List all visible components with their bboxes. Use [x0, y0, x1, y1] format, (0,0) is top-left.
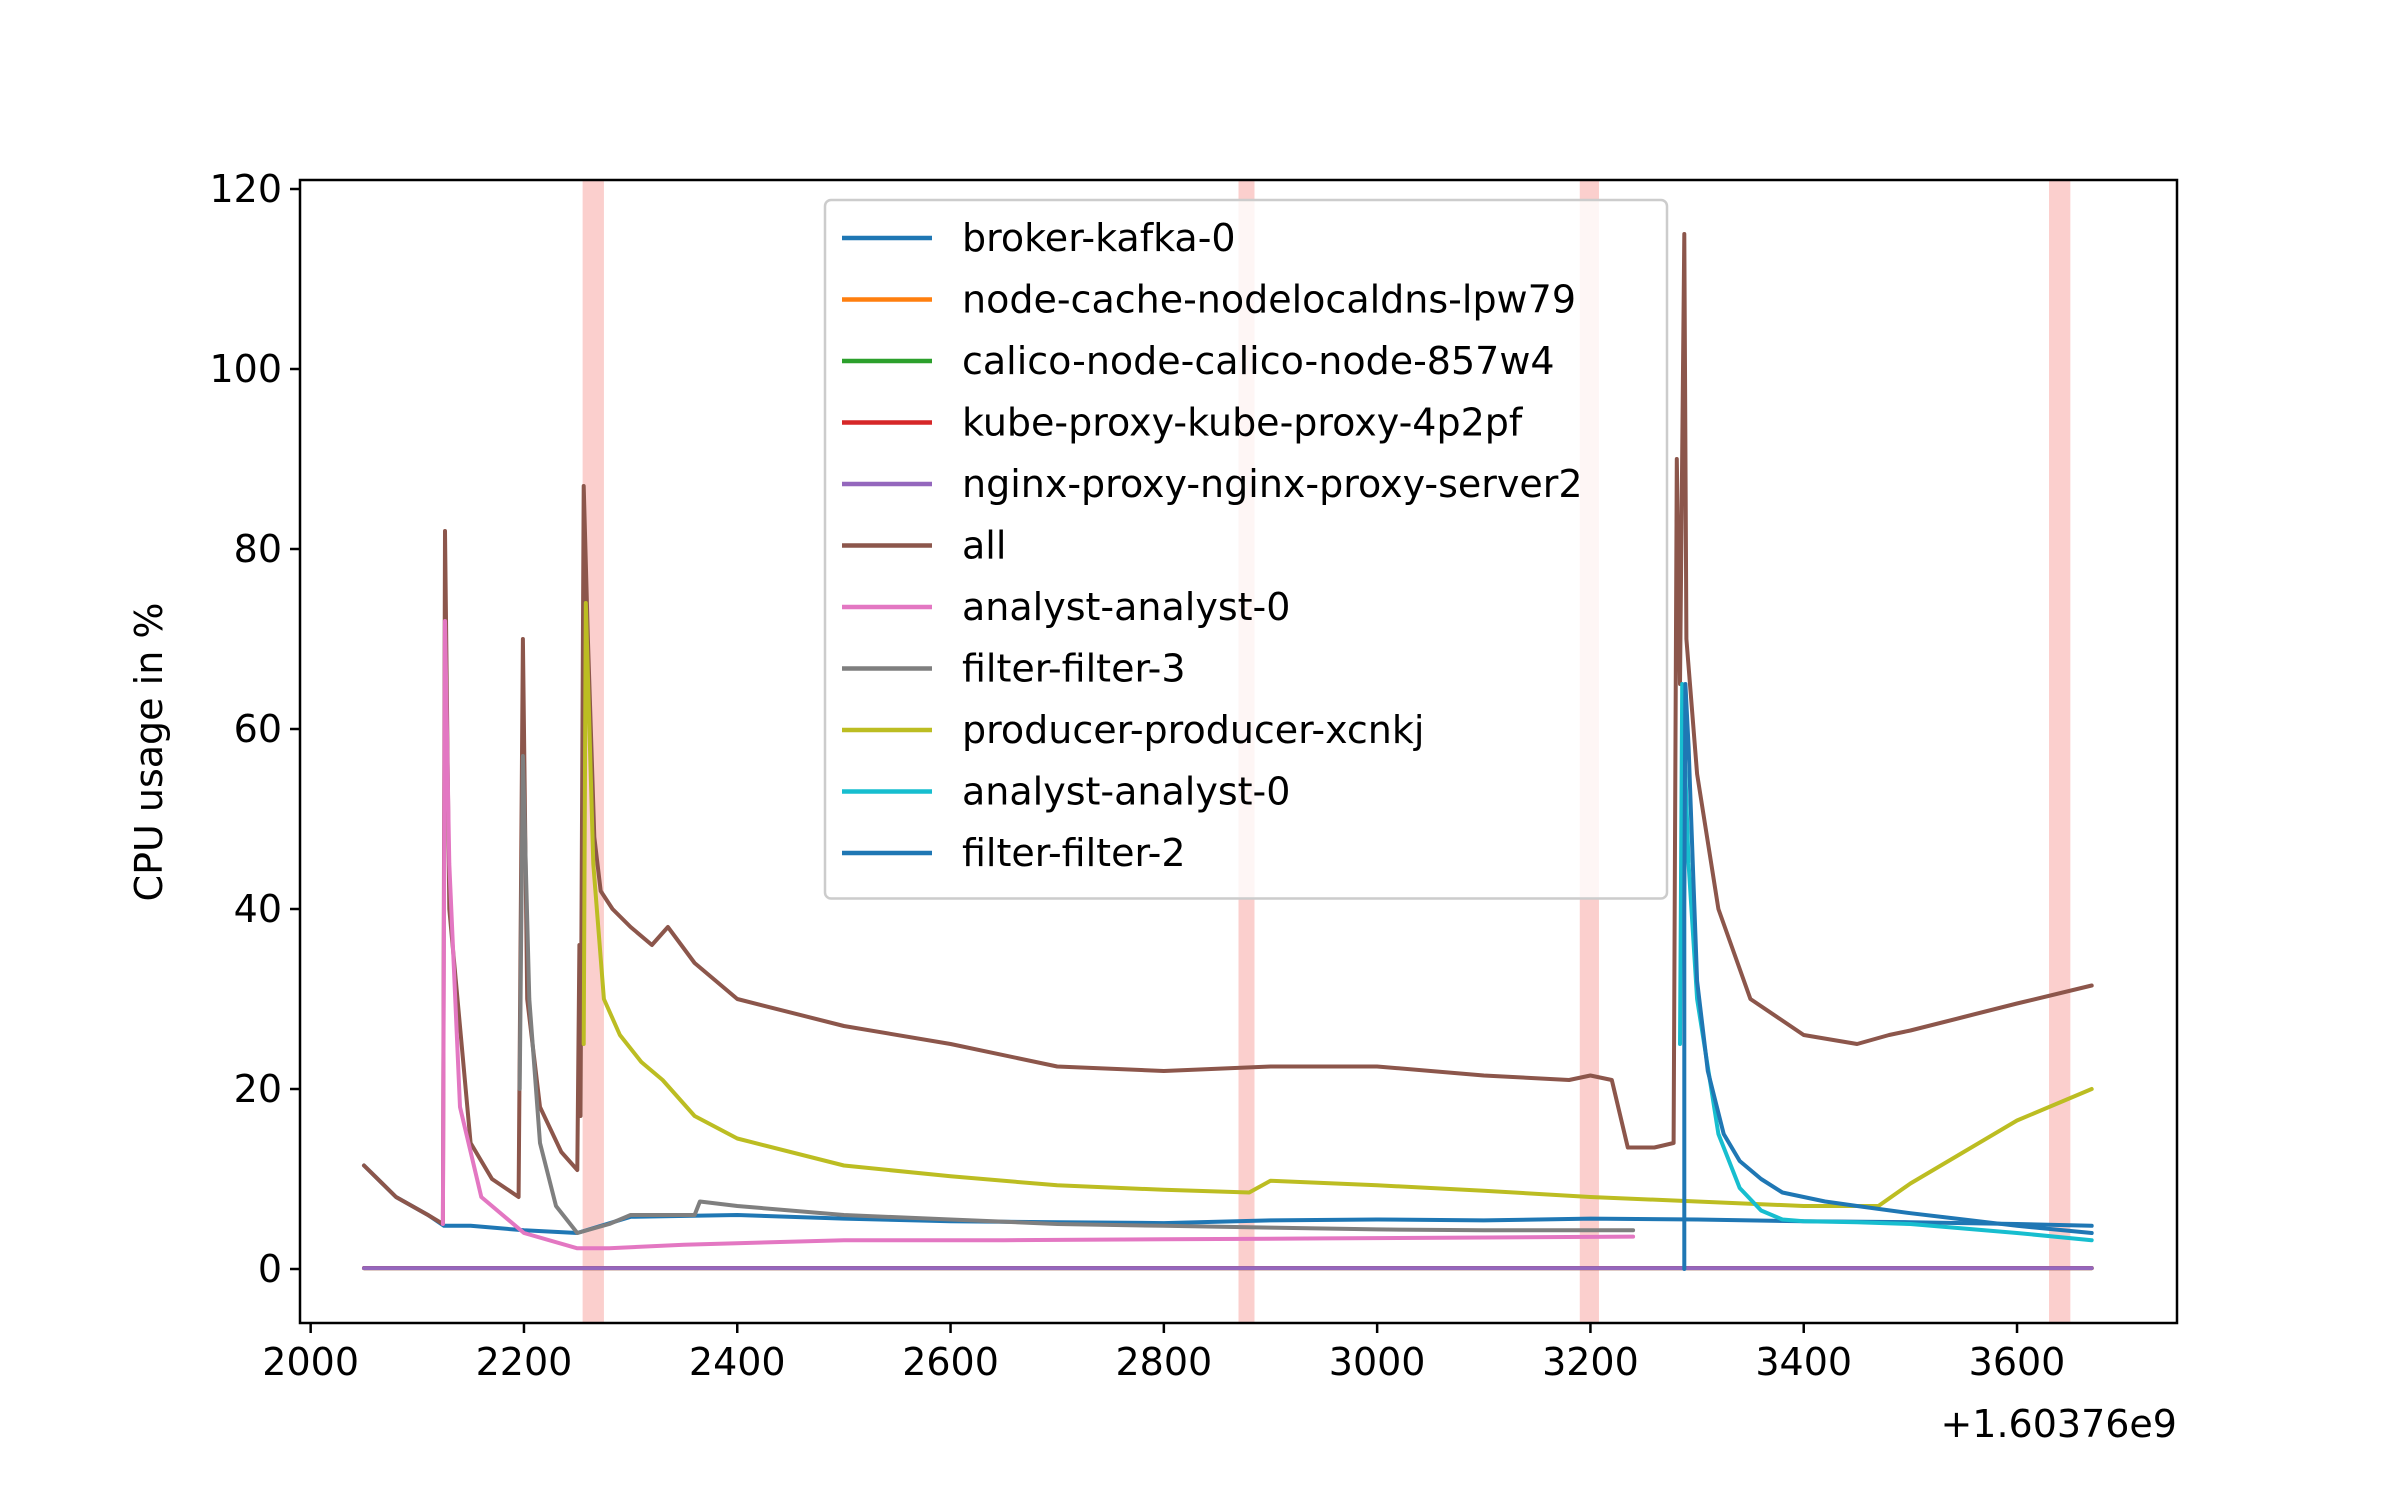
- y-tick-label: 100: [209, 347, 282, 391]
- x-axis-ticks: 2000 2200 2400 2600 2800 3000 3200 3400 3600: [262, 1323, 2065, 1384]
- series-line: [1678, 682, 2094, 1243]
- y-axis-label: CPU usage in %: [127, 603, 171, 902]
- series-line: [517, 754, 1636, 1235]
- plot-frame: [298, 178, 2179, 1325]
- legend-label: node-cache-nodelocaldns-lpw79: [962, 278, 1576, 322]
- y-axis-ticks: 0 20 40 60 80 100 120: [209, 167, 300, 1291]
- x-tick-label: 3000: [1329, 1340, 1426, 1384]
- x-tick-label: 2000: [262, 1340, 359, 1384]
- x-tick-label: 2800: [1115, 1340, 1212, 1384]
- x-axis-offset-label: +1.60376e9: [1940, 1402, 2177, 1446]
- x-tick-label: 2200: [476, 1340, 573, 1384]
- legend-label: nginx-proxy-nginx-proxy-server2: [962, 462, 1583, 506]
- x-tick-label: 2400: [689, 1340, 786, 1384]
- series-line: [1682, 682, 2094, 1271]
- legend-label: broker-kafka-0: [962, 216, 1236, 260]
- legend-label: filter-filter-2: [962, 831, 1186, 875]
- y-tick-label: 20: [234, 1067, 282, 1111]
- series-line: [440, 619, 1636, 1251]
- y-tick-label: 80: [234, 527, 282, 571]
- x-tick-label: 3600: [1969, 1340, 2066, 1384]
- legend-label: filter-filter-3: [962, 647, 1186, 691]
- legend-label: all: [962, 524, 1006, 568]
- legend-label: kube-proxy-kube-proxy-4p2pf: [962, 401, 1524, 445]
- y-tick-label: 40: [234, 887, 282, 931]
- y-tick-label: 120: [209, 167, 282, 211]
- y-tick-label: 0: [258, 1247, 282, 1291]
- x-tick-label: 3200: [1542, 1340, 1639, 1384]
- legend-label: analyst-analyst-0: [962, 585, 1290, 629]
- x-tick-label: 2600: [902, 1340, 999, 1384]
- legend-frame: [823, 198, 1669, 900]
- highlight-band: [2049, 180, 2071, 1323]
- legend-label: calico-node-calico-node-857w4: [962, 339, 1555, 383]
- legend: broker-kafka-0 node-cache-nodelocaldns-lp…: [823, 198, 1669, 900]
- legend-label: analyst-analyst-0: [962, 770, 1290, 814]
- series-lines: [362, 232, 2094, 1271]
- series-line: [581, 601, 2094, 1208]
- x-tick-label: 3400: [1755, 1340, 1852, 1384]
- legend-label: producer-producer-xcnkj: [962, 708, 1424, 752]
- y-tick-label: 60: [234, 707, 282, 751]
